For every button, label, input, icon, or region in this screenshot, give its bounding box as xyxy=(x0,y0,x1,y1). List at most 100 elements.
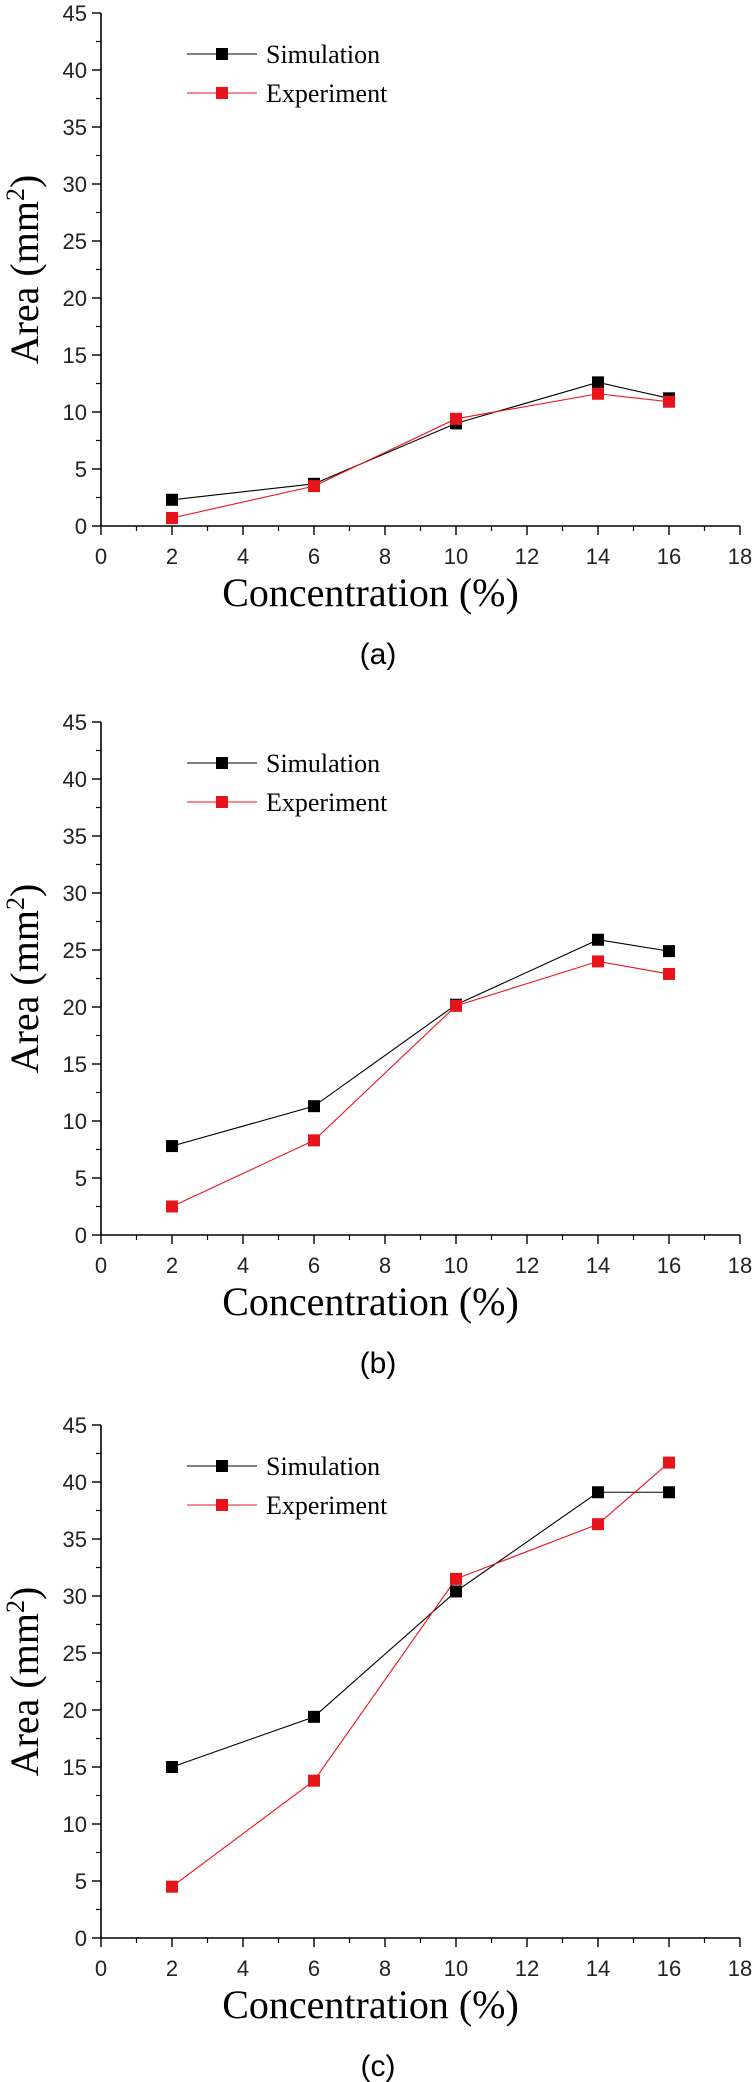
data-point xyxy=(592,1486,604,1499)
y-axis-title-close: ) xyxy=(2,1587,47,1600)
x-tick-label: 14 xyxy=(586,1253,610,1278)
data-point xyxy=(663,945,675,958)
legend-marker xyxy=(216,48,228,60)
y-tick-label: 30 xyxy=(63,172,87,197)
data-point xyxy=(166,1140,178,1153)
data-point xyxy=(166,1200,178,1213)
data-point xyxy=(450,1585,462,1598)
y-tick-label: 45 xyxy=(63,710,87,735)
legend-marker xyxy=(216,1499,228,1511)
x-axis-title: Concentration (%) xyxy=(222,1279,519,1324)
panel-caption: (b) xyxy=(360,1347,397,1380)
x-tick-label: 16 xyxy=(657,1253,681,1278)
panel-caption: (c) xyxy=(361,2050,396,2082)
x-tick-label: 8 xyxy=(379,1253,391,1278)
x-tick-label: 10 xyxy=(444,1956,468,1981)
y-axis-title-main: Area (mm xyxy=(2,1613,47,1776)
y-tick-label: 15 xyxy=(63,1755,87,1780)
x-axis-title: Concentration (%) xyxy=(222,1982,519,2027)
data-point xyxy=(308,1100,320,1113)
data-point xyxy=(592,376,604,389)
data-point xyxy=(592,1518,604,1531)
y-tick-label: 5 xyxy=(75,1869,87,1894)
y-tick-label: 30 xyxy=(63,1584,87,1609)
legend-marker xyxy=(216,757,228,769)
chart-panel-1: 0 2 4 6 8 10 12 14 16 18 0 5 10 15 20 25 30 35 40 45 Concent… xyxy=(1,1,752,671)
x-tick-label: 2 xyxy=(166,1956,178,1981)
legend-label: Simulation xyxy=(266,749,380,778)
x-tick-label: 16 xyxy=(657,1956,681,1981)
legend-label: Experiment xyxy=(266,788,388,817)
x-tick-label: 18 xyxy=(728,544,752,569)
x-tick-label: 16 xyxy=(657,544,681,569)
legend-label: Experiment xyxy=(266,79,388,108)
y-tick-label: 0 xyxy=(75,1926,87,1951)
y-tick-label: 15 xyxy=(63,1052,87,1077)
x-tick-label: 2 xyxy=(166,544,178,569)
data-point xyxy=(663,967,675,980)
y-tick-label: 35 xyxy=(63,824,87,849)
series-line xyxy=(171,939,670,1147)
y-tick-label: 10 xyxy=(63,1812,87,1837)
x-tick-label: 12 xyxy=(515,544,539,569)
data-point xyxy=(166,1761,178,1773)
y-tick-label: 5 xyxy=(75,1166,87,1191)
y-axis-title-main: Area (mm xyxy=(2,910,47,1073)
x-tick-label: 4 xyxy=(237,1956,249,1981)
x-tick-label: 6 xyxy=(308,1253,320,1278)
x-tick-label: 12 xyxy=(515,1253,539,1278)
y-axis-title-close: ) xyxy=(2,175,47,188)
data-point xyxy=(450,1572,462,1585)
data-point xyxy=(450,412,462,425)
y-tick-label: 25 xyxy=(63,229,87,254)
data-point xyxy=(663,1486,675,1499)
x-tick-label: 0 xyxy=(95,1956,107,1981)
x-tick-label: 4 xyxy=(237,1253,249,1278)
y-axis-title-main: Area (mm xyxy=(2,201,47,364)
y-axis-title-close: ) xyxy=(2,884,47,897)
y-tick-label: 10 xyxy=(63,400,87,425)
y-tick-label: 20 xyxy=(63,995,87,1020)
y-tick-label: 0 xyxy=(75,1223,87,1248)
x-tick-label: 0 xyxy=(95,1253,107,1278)
y-tick-label: 25 xyxy=(63,1641,87,1666)
x-axis-title: Concentration (%) xyxy=(222,570,519,615)
y-tick-label: 35 xyxy=(63,1527,87,1552)
legend-marker xyxy=(216,87,228,99)
x-tick-label: 10 xyxy=(444,544,468,569)
y-tick-label: 40 xyxy=(63,58,87,83)
data-point xyxy=(308,1774,320,1787)
data-point xyxy=(663,1456,675,1469)
legend-marker xyxy=(216,1460,228,1472)
y-tick-label: 30 xyxy=(63,881,87,906)
y-tick-label: 40 xyxy=(63,1470,87,1495)
y-axis-title: Area (mm2) xyxy=(1,175,47,365)
data-point xyxy=(166,512,178,525)
data-point xyxy=(663,395,675,408)
panel-caption: (a) xyxy=(360,638,397,671)
y-tick-label: 40 xyxy=(63,767,87,792)
y-tick-label: 45 xyxy=(63,1,87,26)
y-axis-title-sup: 2 xyxy=(1,188,30,201)
y-axis-title-sup: 2 xyxy=(1,1600,30,1613)
data-point xyxy=(592,387,604,400)
x-tick-label: 10 xyxy=(444,1253,468,1278)
y-axis-title-sup: 2 xyxy=(1,897,30,910)
y-tick-label: 20 xyxy=(63,1698,87,1723)
series-line xyxy=(171,381,670,501)
x-tick-label: 6 xyxy=(308,544,320,569)
data-point xyxy=(166,493,178,506)
x-tick-label: 14 xyxy=(586,1956,610,1981)
y-tick-label: 45 xyxy=(63,1413,87,1438)
x-tick-label: 6 xyxy=(308,1956,320,1981)
data-point xyxy=(166,1880,178,1893)
legend-label: Experiment xyxy=(266,1491,388,1520)
y-axis-title: Area (mm2) xyxy=(1,884,47,1074)
legend-label: Simulation xyxy=(266,1452,380,1481)
x-tick-label: 14 xyxy=(586,544,610,569)
y-tick-label: 35 xyxy=(63,115,87,140)
y-tick-label: 5 xyxy=(75,457,87,482)
data-point xyxy=(308,1134,320,1147)
x-tick-label: 4 xyxy=(237,544,249,569)
